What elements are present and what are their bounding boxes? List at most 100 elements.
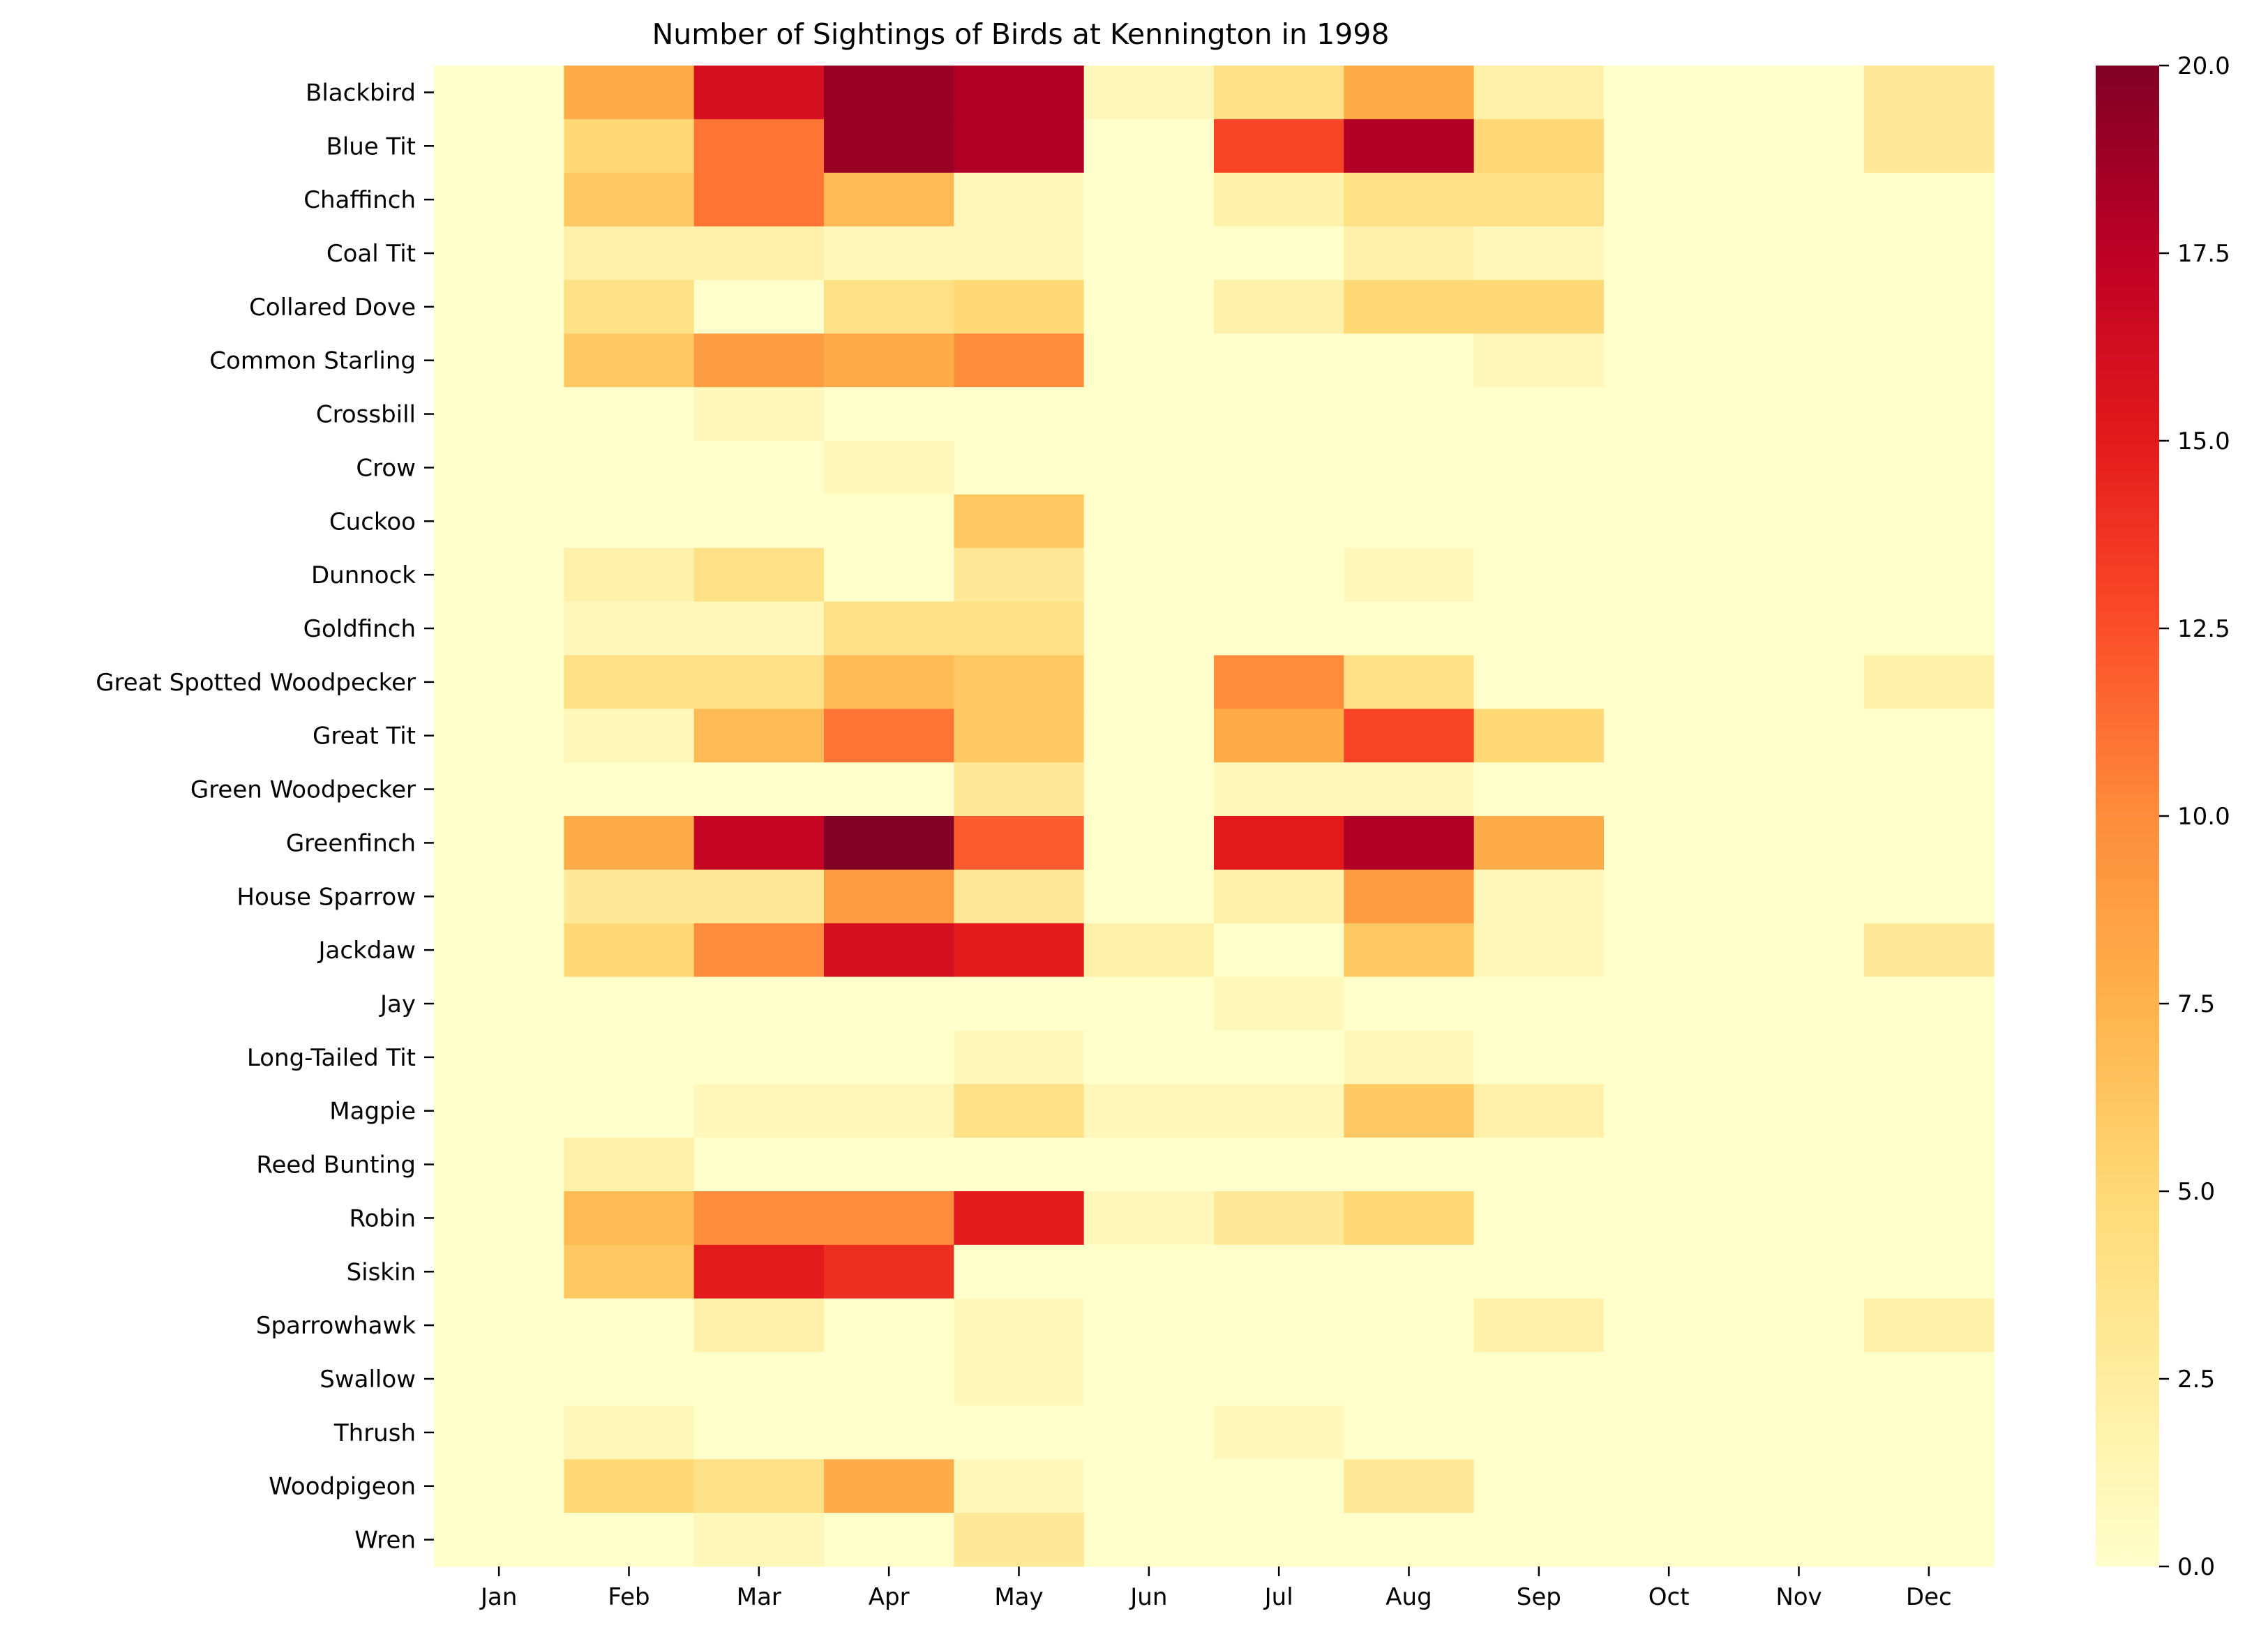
heatmap-cell xyxy=(1473,119,1605,174)
heatmap-cell xyxy=(1604,923,1734,978)
heatmap-cell xyxy=(693,333,825,388)
y-tick-label: Cuckoo xyxy=(329,508,416,536)
y-tick-label: Goldfinch xyxy=(303,615,416,643)
heatmap-cell xyxy=(1214,441,1344,495)
heatmap-cell xyxy=(1214,494,1344,549)
heatmap-cell xyxy=(1214,655,1344,709)
x-tick-label: Apr xyxy=(869,1583,910,1611)
heatmap-cell xyxy=(1083,1191,1215,1246)
heatmap-cell xyxy=(1604,119,1734,174)
heatmap-cell xyxy=(434,66,564,120)
heatmap-cell xyxy=(824,976,954,1032)
heatmap-cell xyxy=(824,547,954,603)
heatmap-cell xyxy=(434,601,564,656)
colorbar-tick-label: 0.0 xyxy=(2177,1553,2215,1581)
heatmap-cell xyxy=(1604,172,1734,227)
heatmap-cell xyxy=(1473,976,1605,1032)
heatmap-cell xyxy=(954,762,1085,817)
heatmap-cell xyxy=(564,976,695,1032)
heatmap-cell xyxy=(1604,869,1734,924)
heatmap-cell xyxy=(434,1244,564,1299)
heatmap-cell xyxy=(1473,762,1605,817)
heatmap-cell xyxy=(1604,1405,1734,1460)
heatmap-cell xyxy=(1214,547,1344,603)
heatmap-cell xyxy=(1344,601,1475,656)
heatmap-cell xyxy=(1214,333,1344,388)
heatmap-cell xyxy=(434,1513,564,1567)
heatmap-cell xyxy=(1734,1513,1865,1567)
heatmap-cell xyxy=(564,1244,695,1299)
heatmap-cell xyxy=(1734,601,1865,656)
heatmap-cell xyxy=(434,1030,564,1085)
heatmap-cell xyxy=(1473,923,1605,978)
heatmap-cell xyxy=(1473,1352,1605,1407)
heatmap-cell xyxy=(1083,1459,1215,1513)
heatmap-cell xyxy=(1863,494,1995,549)
heatmap-cell xyxy=(1734,333,1865,388)
y-tick-label: Long-Tailed Tit xyxy=(247,1044,416,1072)
heatmap-cell xyxy=(1473,1298,1605,1353)
heatmap-cell xyxy=(1863,1513,1995,1567)
heatmap-cell xyxy=(824,1459,954,1513)
heatmap-cell xyxy=(1344,1244,1475,1299)
y-tick-label: Crossbill xyxy=(316,401,416,429)
heatmap-cell xyxy=(564,66,695,120)
heatmap-cell xyxy=(693,1191,825,1246)
heatmap-cell xyxy=(1863,1459,1995,1513)
chart-title: Number of Sightings of Birds at Kenningt… xyxy=(652,17,1390,51)
heatmap-cell xyxy=(954,66,1085,120)
heatmap-cell xyxy=(954,923,1085,978)
y-tick-label: Green Woodpecker xyxy=(190,776,416,804)
heatmap-cell xyxy=(824,1352,954,1407)
heatmap-cell xyxy=(1734,762,1865,817)
heatmap-cell xyxy=(1604,226,1734,281)
heatmap-cell xyxy=(693,66,825,120)
heatmap-cell xyxy=(1214,1405,1344,1460)
colorbar-tick-label: 17.5 xyxy=(2177,240,2230,268)
heatmap-cells xyxy=(434,66,1995,1567)
x-tick-label: Nov xyxy=(1775,1583,1822,1611)
heatmap-cell xyxy=(1863,762,1995,817)
heatmap-cell xyxy=(1734,1191,1865,1246)
heatmap-cell xyxy=(1604,66,1734,120)
heatmap-cell xyxy=(434,226,564,281)
heatmap-cell xyxy=(1083,333,1215,388)
heatmap-cell xyxy=(954,1352,1085,1407)
heatmap-cell xyxy=(1734,869,1865,924)
heatmap-cell xyxy=(1083,441,1215,495)
heatmap-cell xyxy=(824,1244,954,1299)
heatmap-cell xyxy=(1734,1352,1865,1407)
heatmap-cell xyxy=(954,1244,1085,1299)
heatmap-cell xyxy=(693,923,825,978)
x-tick-label: May xyxy=(994,1583,1043,1611)
heatmap-cell xyxy=(1863,1084,1995,1138)
heatmap-cell xyxy=(1214,976,1344,1032)
heatmap-cell xyxy=(1863,709,1995,763)
heatmap-cell xyxy=(1083,976,1215,1032)
x-axis-labels: Jan Feb Mar Apr May Jun Jul Aug Sep Oct Nov Dec xyxy=(479,1566,1952,1611)
heatmap-cell xyxy=(693,1244,825,1299)
heatmap-cell xyxy=(1734,494,1865,549)
y-tick-label: Jay xyxy=(379,990,416,1018)
heatmap-cell xyxy=(1344,547,1475,603)
y-tick-label: Sparrowhawk xyxy=(256,1312,416,1340)
heatmap-cell xyxy=(1863,387,1995,441)
heatmap-cell xyxy=(954,601,1085,656)
heatmap-cell xyxy=(693,226,825,281)
heatmap-cell xyxy=(1604,1352,1734,1407)
heatmap-cell xyxy=(564,1352,695,1407)
heatmap-cell xyxy=(1863,869,1995,924)
heatmap-cell xyxy=(1473,494,1605,549)
heatmap-cell xyxy=(1083,387,1215,441)
heatmap-cell xyxy=(1083,709,1215,763)
heatmap-cell xyxy=(1083,280,1215,334)
heatmap-cell xyxy=(1083,1298,1215,1353)
heatmap-cell xyxy=(1214,1084,1344,1138)
y-tick-label: Magpie xyxy=(329,1098,416,1126)
colorbar-tick-label: 10.0 xyxy=(2177,803,2230,831)
heatmap-cell xyxy=(1344,119,1475,174)
heatmap-cell xyxy=(1604,441,1734,495)
heatmap-cell xyxy=(1734,1030,1865,1085)
heatmap-cell xyxy=(1344,333,1475,388)
